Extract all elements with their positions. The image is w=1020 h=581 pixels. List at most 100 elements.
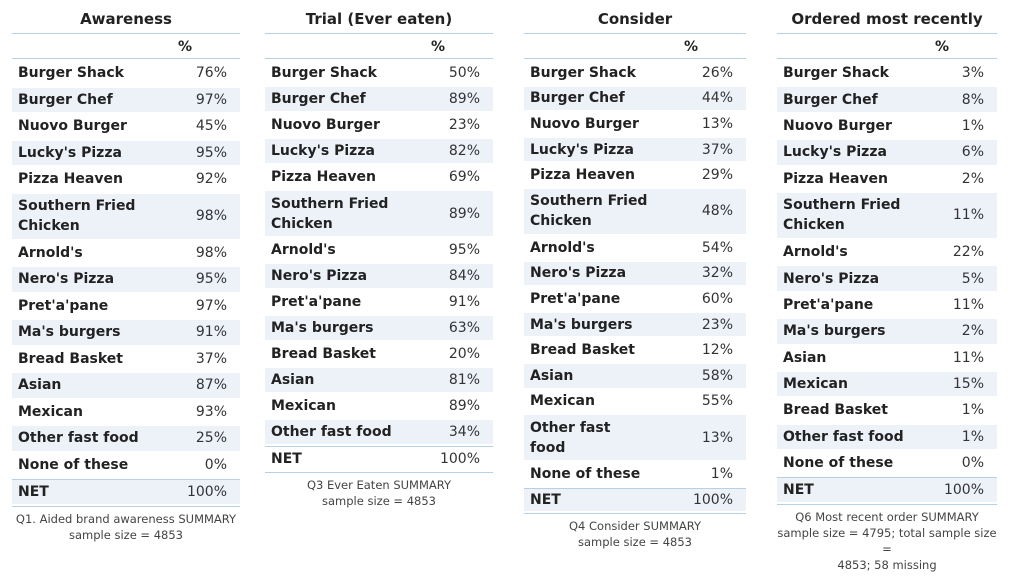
row-label: Asian (271, 372, 315, 388)
row-value: 89% (448, 398, 480, 414)
row-label: Pret'a'pane (18, 297, 109, 314)
row-label: Bread Basket (783, 402, 888, 419)
row-value: 84% (448, 268, 480, 284)
row-label: Asian (18, 377, 62, 394)
row-value: 92% (195, 171, 227, 188)
table-title: Awareness (80, 10, 172, 28)
row-label: Nero's Pizza (783, 270, 880, 287)
row-label: Pret'a'pane (783, 296, 874, 313)
table-row: Southern Fried Chicken 98% (12, 193, 240, 239)
table-trial-ever-eaten: Trial (Ever eaten)% Burger Shack 50% Burger… (265, 0, 493, 509)
table-row: Southern Fried Chicken 48% (524, 188, 746, 234)
row-label: Arnold's (18, 244, 83, 261)
row-label: None of these (18, 456, 129, 473)
table-row: Pizza Heaven 92% (12, 167, 240, 192)
row-value: 37% (701, 141, 733, 158)
table-row: Nuovo Burger 23% (265, 113, 493, 137)
row-label: None of these (783, 455, 894, 472)
row-label: Other fast food (783, 428, 904, 445)
table-row: Asian 11% (777, 346, 997, 370)
row-label: Arnold's (783, 244, 848, 261)
row-value: 1% (961, 428, 984, 445)
table-row: Burger Shack 3% (777, 61, 997, 85)
table-row: NET 100% (524, 487, 746, 512)
row-value: 97% (195, 91, 227, 108)
table-row: Nero's Pizza 95% (12, 267, 240, 292)
table-row: Nero's Pizza 32% (524, 261, 746, 286)
table-footnote: Q6 Most recent order SUMMARY sample size… (777, 503, 997, 573)
row-value: 89% (448, 91, 480, 107)
table-row: Bread Basket 20% (265, 342, 493, 366)
row-label: Southern Fried Chicken (783, 197, 901, 234)
row-value: 76% (195, 65, 227, 82)
row-value: 5% (961, 270, 984, 287)
table-row: NET 100% (777, 477, 997, 502)
row-value: 11% (952, 207, 984, 224)
row-label: Mexican (271, 398, 336, 414)
row-value: 58% (701, 367, 733, 384)
column-header-percent: % (777, 33, 997, 59)
row-label: Bread Basket (18, 350, 123, 367)
row-label: Lucky's Pizza (530, 141, 634, 158)
table-body: Burger Shack 50% Burger Chef 89% Nuovo Burge… (265, 61, 493, 470)
table-row: Lucky's Pizza 95% (12, 140, 240, 165)
table-row: Pizza Heaven 69% (265, 165, 493, 189)
row-value: 89% (448, 205, 480, 222)
row-value: 95% (448, 242, 480, 258)
row-label: Burger Shack (783, 65, 889, 82)
table-row: Asian 81% (265, 368, 493, 392)
table-row: Arnold's 22% (777, 240, 997, 264)
row-label: Lucky's Pizza (18, 144, 122, 161)
row-value: 81% (448, 372, 480, 388)
table-row: Ma's burgers 91% (12, 320, 240, 345)
row-value: 60% (701, 290, 733, 307)
table-row: None of these 0% (12, 453, 240, 478)
table-row: Pret'a'pane 91% (265, 290, 493, 314)
row-value: 69% (448, 169, 480, 185)
row-label: Asian (783, 349, 827, 366)
row-label: Pizza Heaven (18, 171, 123, 188)
table-ordered-most-recently: Ordered most recently% Burger Shack 3% Burg… (777, 0, 997, 573)
table-row: Burger Chef 44% (524, 86, 746, 111)
row-label: Bread Basket (530, 342, 635, 359)
table-row: None of these 1% (524, 462, 746, 486)
row-value: 95% (195, 144, 227, 161)
table-row: Mexican 93% (12, 400, 240, 425)
table-row: Southern Fried Chicken 89% (265, 191, 493, 236)
table-row: Arnold's 54% (524, 236, 746, 260)
table-row: Bread Basket 1% (777, 398, 997, 422)
table-row: None of these 0% (777, 451, 997, 475)
table-row: Ma's burgers 63% (265, 316, 493, 340)
table-row: Mexican 55% (524, 390, 746, 414)
row-label: Asian (530, 367, 574, 384)
table-row: Bread Basket 12% (524, 338, 746, 362)
table-title: Consider (597, 10, 673, 28)
row-label: Pizza Heaven (530, 167, 635, 184)
row-label: Southern Fried Chicken (271, 195, 389, 232)
row-label: Burger Chef (530, 90, 625, 107)
table-row: Ma's burgers 23% (524, 312, 746, 337)
row-value: 11% (952, 349, 984, 366)
row-value: 100% (692, 492, 733, 509)
row-value: 91% (448, 294, 480, 310)
table-awareness: Awareness% Burger Shack 76% Burger Chef 97% N… (12, 0, 240, 543)
table-row: Burger Chef 97% (12, 87, 240, 112)
row-label: Burger Chef (271, 91, 366, 107)
table-row: Pizza Heaven 29% (524, 163, 746, 187)
row-value: 23% (448, 117, 480, 133)
table-row: Mexican 89% (265, 394, 493, 418)
row-value: 45% (195, 118, 227, 135)
row-label: NET (783, 482, 814, 499)
row-value: 2% (961, 170, 984, 187)
row-value: 87% (195, 377, 227, 394)
row-value: 13% (701, 115, 733, 132)
row-value: 1% (710, 465, 733, 482)
table-row: Arnold's 98% (12, 241, 240, 266)
row-value: 100% (439, 450, 480, 467)
row-value: 95% (195, 271, 227, 288)
table-row: Pret'a'pane 11% (777, 293, 997, 317)
column-header-percent: % (524, 33, 746, 59)
row-value: 100% (186, 483, 227, 500)
row-value: 0% (961, 455, 984, 472)
row-label: Other fast food (271, 424, 392, 440)
